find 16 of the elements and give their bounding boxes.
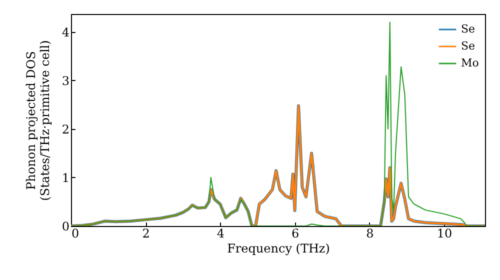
y-tick-label: 3 <box>62 74 70 88</box>
legend-label: Se <box>461 40 476 52</box>
y-axis-title: Phonon projected DOS (States/THz·primitive cell) <box>24 40 52 201</box>
y-tick-label: 1 <box>62 170 70 185</box>
x-tick-label: 8 <box>366 226 374 240</box>
x-axis-title: Frequency (THz) <box>227 242 330 256</box>
x-tick-label: 2 <box>142 226 150 240</box>
legend-label: Se <box>461 22 476 36</box>
x-tick-label: 6 <box>291 226 300 240</box>
y-tick-label: 4 <box>62 25 70 40</box>
x-tick-label: 10 <box>436 226 452 240</box>
line-series <box>71 22 485 226</box>
legend-label: Mo <box>461 56 480 70</box>
y-tick-label: 2 <box>62 122 70 136</box>
x-tick-label: 4 <box>216 226 225 240</box>
x-tick-label: 0 <box>72 226 80 240</box>
